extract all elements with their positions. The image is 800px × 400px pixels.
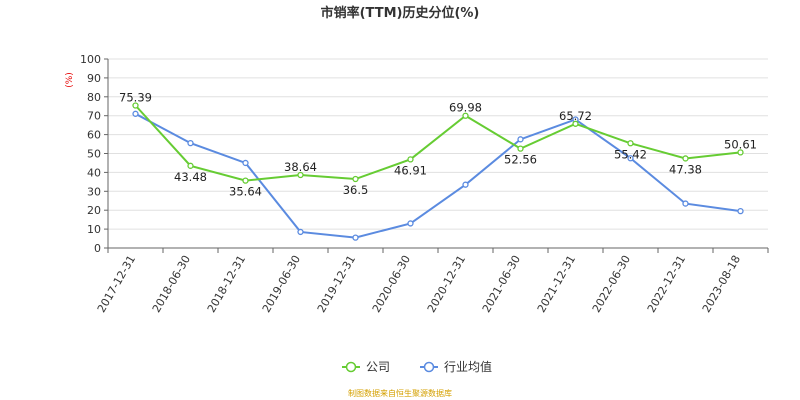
legend-label-0: 公司 — [366, 360, 390, 374]
data-label-3: 38.64 — [284, 160, 317, 174]
series-lines — [132, 102, 744, 241]
point-1-10 — [682, 200, 689, 207]
data-label-9: 55.42 — [614, 147, 647, 161]
y-tick-label-4: 40 — [87, 166, 101, 179]
point-0-6 — [462, 112, 469, 119]
legend-label-1: 行业均值 — [444, 359, 492, 374]
legend-marker-1 — [423, 361, 435, 373]
point-0-4 — [352, 175, 359, 183]
chart-title: 市销率(TTM)历史分位(%) — [321, 5, 480, 21]
data-label-10: 47.38 — [669, 162, 702, 176]
y-tick-label-7: 70 — [87, 110, 101, 123]
x-tick-label-7: 2021-06-30 — [480, 253, 523, 315]
point-1-6 — [462, 181, 469, 188]
data-label-4: 36.5 — [343, 183, 369, 197]
y-tick-label-8: 80 — [87, 91, 101, 104]
data-label-1: 43.48 — [174, 170, 207, 184]
y-tick-label-1: 10 — [87, 223, 101, 236]
x-tick-label-4: 2019-12-31 — [315, 253, 358, 315]
x-tick-label-0: 2017-12-31 — [95, 253, 138, 315]
legend-marker-0 — [345, 361, 357, 373]
point-0-10 — [682, 155, 689, 162]
point-1-3 — [297, 228, 304, 236]
x-tick-label-9: 2022-06-30 — [590, 253, 633, 315]
x-tick-label-6: 2020-12-31 — [425, 253, 468, 315]
data-label-11: 50.61 — [724, 137, 757, 151]
point-0-9 — [627, 140, 634, 147]
x-tick-label-5: 2020-06-30 — [370, 253, 413, 315]
point-0-5 — [407, 156, 414, 163]
point-0-1 — [187, 162, 194, 169]
data-source: 制图数据来自恒生聚源数据库 — [348, 388, 452, 398]
data-label-0: 75.39 — [119, 91, 152, 105]
point-1-5 — [407, 220, 414, 227]
point-0-7 — [517, 145, 524, 152]
x-tick-label-11: 2023-08-18 — [700, 253, 743, 315]
y-tick-label-3: 30 — [87, 185, 101, 198]
y-axis-ticks: 0 10 20 30 40 50 60 70 80 90 100 — [80, 53, 108, 255]
point-0-8 — [572, 120, 579, 127]
y-tick-label-6: 60 — [87, 129, 101, 142]
data-label-2: 35.64 — [229, 185, 262, 199]
data-label-7: 52.56 — [504, 153, 537, 167]
x-axis: 2017-12-31 2018-06-30 2018-12-31 2019-06-30… — [95, 59, 769, 315]
x-tick-label-8: 2021-12-31 — [535, 253, 578, 315]
point-1-1 — [187, 139, 194, 147]
point-0-11 — [737, 149, 744, 156]
y-tick-label-10: 100 — [80, 53, 101, 66]
legend[interactable]: 公司 行业均值 — [342, 359, 492, 374]
data-label-5: 46.91 — [394, 163, 427, 177]
point-0-0 — [132, 102, 139, 109]
point-1-4 — [352, 234, 359, 241]
point-0-3 — [297, 171, 304, 179]
point-0-2 — [242, 177, 249, 184]
y-tick-label-2: 20 — [87, 204, 101, 217]
y-tick-label-0: 0 — [94, 242, 101, 255]
data-label-6: 69.98 — [449, 101, 482, 115]
point-1-7 — [517, 136, 524, 143]
x-tick-label-1: 2018-06-30 — [150, 253, 193, 315]
series-line-1 — [135, 112, 741, 239]
legend-item-0[interactable]: 公司 — [342, 360, 390, 374]
y-axis-unit: (%) — [65, 72, 75, 88]
data-label-8: 65.72 — [559, 109, 592, 123]
point-1-9 — [627, 155, 634, 162]
point-1-0 — [132, 110, 139, 117]
data-labels: 75.39 43.48 35.64 38.64 36.5 46.91 69.98 52.56 6… — [119, 91, 757, 199]
y-tick-label-9: 90 — [87, 72, 101, 85]
point-1-2 — [242, 159, 249, 167]
x-tick-label-2: 2018-12-31 — [205, 253, 248, 315]
x-tick-label-3: 2019-06-30 — [260, 253, 303, 315]
x-tick-label-10: 2022-12-31 — [645, 253, 688, 315]
series-line-0 — [134, 104, 741, 182]
legend-item-1[interactable]: 行业均值 — [420, 359, 492, 374]
point-1-11 — [737, 207, 744, 215]
y-tick-label-5: 50 — [87, 148, 101, 161]
